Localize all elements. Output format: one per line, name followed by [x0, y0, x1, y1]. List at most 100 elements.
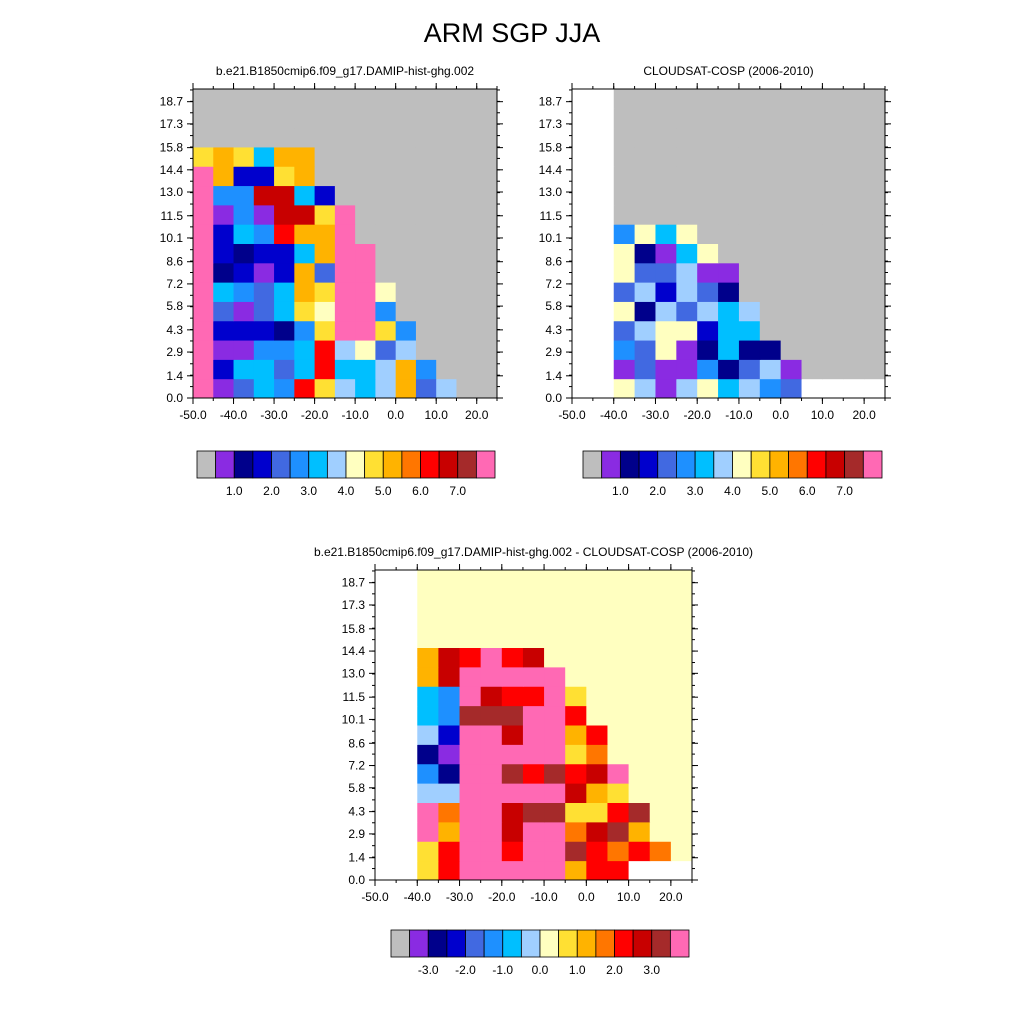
colorbar-swatch	[446, 929, 466, 958]
heatmap-cell	[718, 108, 740, 129]
heatmap-cell	[544, 647, 566, 668]
heatmap-cell	[649, 725, 672, 745]
y-tick-label: 2.9	[166, 345, 183, 359]
x-tick-label: -40.0	[600, 408, 628, 422]
heatmap-cell	[459, 589, 482, 610]
heatmap-cell	[864, 146, 886, 167]
heatmap-cell	[586, 783, 608, 803]
heatmap-cell	[843, 204, 865, 225]
heatmap-cell	[676, 108, 698, 129]
heatmap-cell	[456, 378, 478, 399]
heatmap-cell	[395, 340, 417, 360]
heatmap-cell	[456, 89, 478, 109]
heatmap-cell	[233, 359, 255, 380]
x-tick-label: 20.0	[659, 890, 683, 904]
heatmap-cell	[607, 802, 630, 823]
heatmap-cell	[395, 359, 417, 380]
colorbar-swatch	[694, 450, 715, 479]
heatmap-cell	[655, 262, 677, 283]
heatmap-cell	[628, 860, 651, 881]
heatmap-cell	[565, 725, 587, 745]
heatmap-cell	[213, 301, 235, 322]
heatmap-cell	[314, 243, 336, 264]
heatmap-cell	[738, 378, 761, 399]
heatmap-cell	[822, 262, 844, 283]
heatmap-cell	[613, 185, 636, 206]
heatmap-cell	[476, 166, 498, 187]
heatmap-cell	[864, 262, 886, 283]
x-tick-label: -40.0	[220, 408, 248, 422]
heatmap-cell	[375, 320, 397, 341]
heatmap-cell	[193, 301, 214, 322]
heatmap-cell	[759, 127, 782, 148]
heatmap-cell	[607, 686, 630, 707]
heatmap-cell	[634, 301, 656, 322]
heatmap-cell	[459, 666, 482, 687]
heatmap-cell	[501, 608, 524, 629]
heatmap-cell	[476, 204, 498, 225]
heatmap-cell	[628, 686, 651, 707]
heatmap-cell	[822, 204, 844, 225]
heatmap-cell	[415, 108, 437, 129]
heatmap-cell	[294, 243, 316, 264]
heatmap-cell	[718, 185, 740, 206]
colorbar-label: 6.0	[412, 484, 429, 498]
heatmap-cell	[565, 647, 587, 668]
heatmap-cell	[634, 204, 656, 225]
heatmap-cell	[544, 666, 566, 687]
heatmap-cell	[395, 378, 417, 399]
heatmap-cell	[676, 146, 698, 167]
heatmap-cell	[355, 340, 376, 360]
colorbar-swatch	[438, 450, 459, 479]
heatmap-cell	[480, 608, 503, 629]
colorbar-2: -3.0 -2.0 -1.0 0.0 1.0 2.0 3.0	[390, 929, 690, 977]
heatmap-cell	[294, 108, 316, 129]
heatmap-cell	[649, 686, 672, 707]
heatmap-cell	[396, 628, 418, 648]
heatmap-cell	[480, 783, 503, 803]
heatmap-cell	[501, 744, 524, 765]
y-tick-label: 1.4	[166, 369, 183, 383]
heatmap-cell	[334, 146, 356, 167]
heatmap-cell	[233, 320, 255, 341]
heatmap-cell	[586, 570, 608, 590]
heatmap-cell	[592, 301, 615, 322]
colorbar-swatch	[457, 450, 477, 479]
heatmap-cell	[572, 89, 594, 109]
y-tick-label: 17.3	[342, 598, 366, 612]
heatmap-cell	[843, 262, 865, 283]
heatmap-cell	[480, 763, 503, 784]
y-tick-label: 8.6	[545, 255, 562, 269]
heatmap-cell	[780, 243, 803, 264]
heatmap-cell	[314, 204, 336, 225]
heatmap-cell	[670, 860, 693, 881]
heatmap-cell	[193, 378, 214, 399]
heatmap-cell	[670, 744, 693, 765]
heatmap-cell	[676, 243, 698, 264]
colorbar-swatch	[289, 450, 310, 479]
heatmap-cell	[480, 666, 503, 687]
heatmap-cell	[628, 744, 651, 765]
x-tick-label: 20.0	[852, 408, 876, 422]
heatmap-cell	[843, 359, 865, 380]
heatmap-cell	[375, 705, 397, 726]
heatmap-cell	[396, 821, 418, 842]
heatmap-cell	[759, 185, 782, 206]
heatmap-cell	[417, 628, 439, 648]
heatmap-cell	[544, 821, 566, 842]
heatmap-cell	[274, 127, 295, 148]
heatmap-cell	[456, 108, 478, 129]
heatmap-cell	[738, 243, 761, 264]
heatmap-cell	[607, 763, 630, 784]
heatmap-cell	[456, 204, 478, 225]
heatmap-cell	[476, 320, 498, 341]
heatmap-cell	[396, 647, 418, 668]
heatmap-cell	[438, 686, 461, 707]
x-tick-label: 0.0	[772, 408, 789, 422]
heatmap-cell	[544, 802, 566, 823]
heatmap-cell	[592, 340, 615, 360]
heatmap-cell	[822, 320, 844, 341]
heatmap-cell	[843, 378, 865, 399]
heatmap-cell	[649, 802, 672, 823]
heatmap-cell	[438, 705, 461, 726]
